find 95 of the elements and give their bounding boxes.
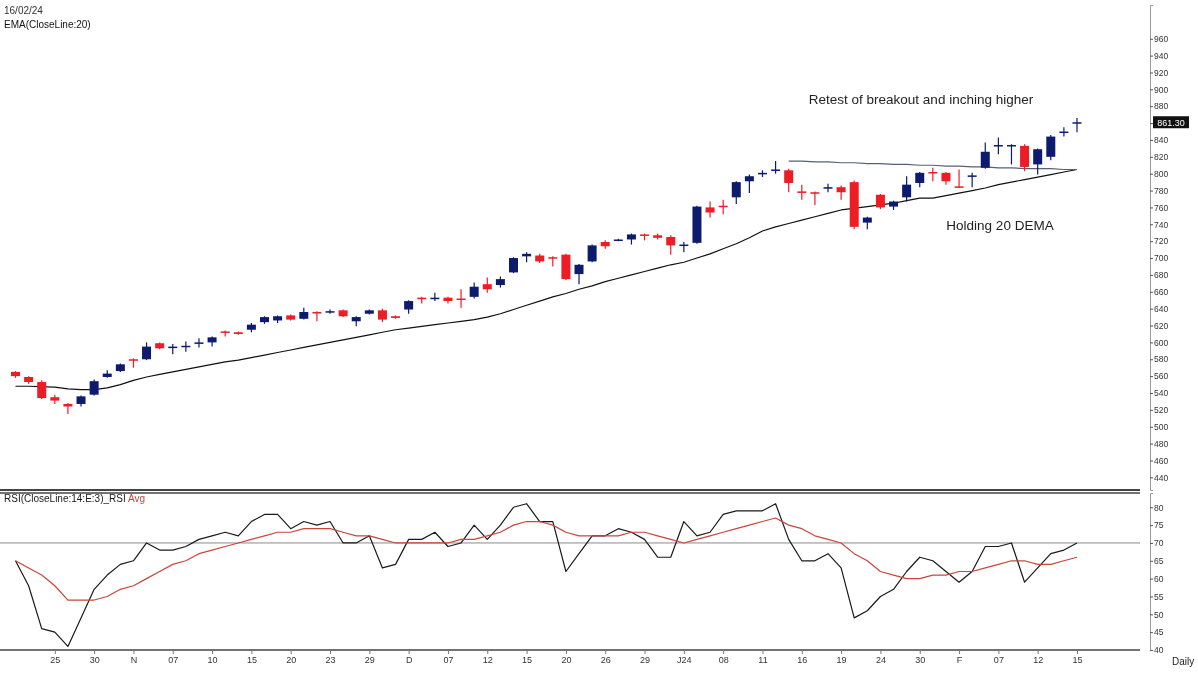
x-tick-label: 20 <box>286 655 297 666</box>
line-series <box>14 517 1078 601</box>
y-tick-label: 720 <box>1154 236 1169 247</box>
candlestick <box>1033 147 1043 176</box>
y-tick-label: 780 <box>1154 185 1169 196</box>
y-tick-label: 75 <box>1154 520 1164 531</box>
line-series <box>14 503 1078 648</box>
candlestick <box>37 379 47 400</box>
x-tick-label: 29 <box>640 655 651 666</box>
x-tick-label: 15 <box>1072 655 1083 666</box>
annotation: Holding 20 DEMA <box>946 218 1054 233</box>
y-tick-label: 700 <box>1154 253 1169 264</box>
y-tick-label: 600 <box>1154 337 1169 348</box>
candlestick <box>325 308 335 315</box>
y-tick-label: 740 <box>1154 219 1169 230</box>
y-tick-label: 40 <box>1154 645 1164 656</box>
line-series <box>14 168 1078 391</box>
y-tick-label: 680 <box>1154 270 1169 281</box>
y-tick-label: 60 <box>1154 573 1164 584</box>
x-tick-label: N <box>130 655 138 666</box>
text: 861.30 <box>1157 117 1185 128</box>
x-tick-label: 07 <box>993 655 1004 666</box>
x-tick-label: D <box>405 655 413 666</box>
x-tick-label: 07 <box>168 655 179 666</box>
y-tick-label: 880 <box>1154 101 1169 112</box>
y-tick-label: 540 <box>1154 388 1169 399</box>
candlestick <box>1006 143 1016 166</box>
candlestick <box>836 184 846 201</box>
x-tick-label: 15 <box>246 655 257 666</box>
x-tick-label: 30 <box>915 655 926 666</box>
x-tick-label: 12 <box>1033 655 1044 666</box>
candlestick <box>784 168 794 193</box>
x-tick-label: F <box>956 655 963 666</box>
x-tick-label: 11 <box>758 655 768 666</box>
x-tick-label: 10 <box>207 655 218 666</box>
y-tick-label: 55 <box>1154 591 1164 602</box>
candlestick <box>312 310 322 322</box>
x-tick-label: 26 <box>600 655 611 666</box>
x-tick-label: 07 <box>443 655 454 666</box>
candlestick <box>902 175 912 203</box>
y-tick-label: 800 <box>1154 168 1169 179</box>
text: Daily <box>1172 656 1195 667</box>
y-tick-label: 520 <box>1154 405 1169 416</box>
y-tick-label: 45 <box>1154 627 1164 638</box>
x-tick-label: 30 <box>89 655 100 666</box>
y-tick-label: 900 <box>1154 84 1169 95</box>
x-tick-label: 23 <box>325 655 336 666</box>
y-tick-label: 50 <box>1154 609 1164 620</box>
candlestick <box>1020 143 1030 172</box>
candlestick <box>574 263 584 285</box>
candlestick <box>810 190 820 206</box>
y-tick-label: 65 <box>1154 556 1164 567</box>
candlestick <box>1046 134 1056 161</box>
candlestick <box>744 173 754 194</box>
x-tick-label: 08 <box>718 655 729 666</box>
y-tick-label: 840 <box>1154 135 1169 146</box>
candlestick <box>731 180 741 205</box>
x-tick-label: 24 <box>875 655 886 666</box>
x-tick-label: 19 <box>836 655 847 666</box>
x-tick-label: 20 <box>561 655 572 666</box>
y-tick-label: 760 <box>1154 202 1169 213</box>
y-tick-label: 640 <box>1154 303 1169 314</box>
text: RSI(CloseLine:14:E:3)_RSI <box>4 493 126 504</box>
x-tick-label: 12 <box>482 655 493 666</box>
y-tick-label: 820 <box>1154 152 1169 163</box>
y-tick-label: 940 <box>1154 50 1169 61</box>
x-tick-label: 29 <box>364 655 375 666</box>
candlestick <box>823 183 833 193</box>
y-tick-label: 480 <box>1154 438 1169 449</box>
y-tick-label: 580 <box>1154 354 1169 365</box>
candlestick <box>980 141 990 170</box>
y-tick-label: 440 <box>1154 472 1169 483</box>
annotation: Retest of breakout and inching higher <box>808 92 1034 107</box>
y-tick-label: 660 <box>1154 287 1169 297</box>
candlestick <box>705 200 715 219</box>
y-tick-label: 960 <box>1154 33 1169 44</box>
candlestick <box>194 337 204 349</box>
candlestick <box>207 335 217 348</box>
y-tick-label: 920 <box>1154 67 1169 78</box>
x-tick-label: 25 <box>50 655 61 666</box>
chart-title: 16/02/24 <box>4 5 44 16</box>
text: EMA(CloseLine:20) <box>4 19 91 30</box>
candlestick <box>666 234 676 256</box>
x-tick-label: 15 <box>522 655 533 666</box>
x-tick-label: 16 <box>797 655 808 666</box>
y-tick-label: 620 <box>1154 320 1169 331</box>
y-tick-label: 80 <box>1154 502 1164 513</box>
y-tick-label: 560 <box>1154 371 1169 382</box>
y-tick-label: 460 <box>1154 455 1169 466</box>
text: Avg <box>125 493 146 504</box>
x-tick-label: J24 <box>677 655 692 666</box>
y-tick-label: 500 <box>1154 421 1169 432</box>
candlestick <box>443 296 453 305</box>
candlestick <box>1072 117 1082 133</box>
y-tick-label: 70 <box>1154 538 1164 549</box>
